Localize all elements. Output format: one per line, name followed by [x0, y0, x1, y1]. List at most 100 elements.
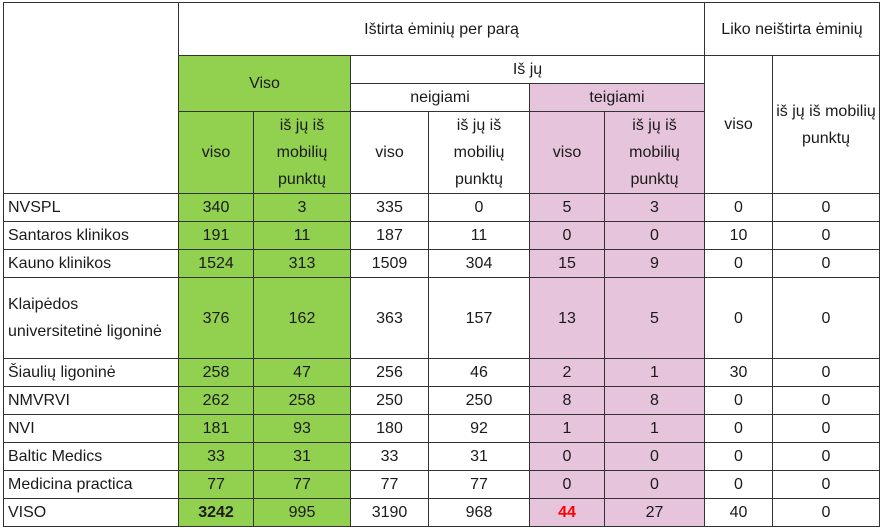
table-row: VISO 3242 995 3190 968 44 27 40 0 [3, 498, 880, 527]
cell-remaining-mobile: 0 [772, 442, 880, 471]
corner-cell [3, 2, 179, 194]
header-positive-total: viso [529, 111, 605, 194]
cell-remaining-total: 30 [704, 358, 773, 387]
header-positive-mobile: iš jų iš mobilių punktų [604, 111, 705, 194]
institution-name: Kauno klinikos [3, 249, 179, 278]
cell-total-mobile: 995 [253, 498, 351, 527]
cell-positive-mobile: 1 [604, 414, 705, 443]
cell-negative-total: 256 [350, 358, 429, 387]
cell-positive-total: 44 [529, 498, 605, 527]
header-remaining-untested: Liko neištirta ėminių [704, 2, 880, 56]
cell-remaining-total: 0 [704, 414, 773, 443]
cell-negative-mobile: 250 [428, 386, 530, 415]
cell-negative-mobile: 92 [428, 414, 530, 443]
header-remaining-mobile: iš jų iš mobilių punktų [772, 55, 880, 194]
cell-total-mobile: 162 [253, 277, 351, 359]
cell-total-mobile: 31 [253, 442, 351, 471]
cell-total-total: 258 [178, 358, 254, 387]
cell-negative-mobile: 46 [428, 358, 530, 387]
cell-negative-mobile: 157 [428, 277, 530, 359]
table-row: Klaipėdos universitetinė ligoninė 376 162 3… [3, 277, 880, 359]
cell-remaining-mobile: 0 [772, 249, 880, 278]
cell-positive-total: 1 [529, 414, 605, 443]
cell-remaining-total: 40 [704, 498, 773, 527]
header-remaining-total: viso [704, 55, 773, 194]
cell-positive-total: 8 [529, 386, 605, 415]
cell-total-mobile: 3 [253, 193, 351, 222]
header-negative-mobile: iš jų iš mobilių punktų [428, 111, 530, 194]
cell-positive-mobile: 3 [604, 193, 705, 222]
cell-positive-mobile: 5 [604, 277, 705, 359]
cell-remaining-mobile: 0 [772, 358, 880, 387]
cell-negative-mobile: 31 [428, 442, 530, 471]
institution-name: NVI [3, 414, 179, 443]
header-of-which: Iš jų [350, 55, 705, 84]
cell-negative-mobile: 11 [428, 221, 530, 250]
header-total-total: viso [178, 111, 254, 194]
cell-remaining-total: 0 [704, 249, 773, 278]
cell-positive-mobile: 0 [604, 221, 705, 250]
header-negative: neigiami [350, 83, 530, 112]
cell-positive-total: 13 [529, 277, 605, 359]
header-total: Viso [178, 55, 351, 112]
cell-total-total: 3242 [178, 498, 254, 527]
institution-name: Baltic Medics [3, 442, 179, 471]
cell-positive-mobile: 1 [604, 358, 705, 387]
cell-negative-total: 335 [350, 193, 429, 222]
institution-name: Santaros klinikos [3, 221, 179, 250]
table-row: NVSPL 340 3 335 0 5 3 0 0 [3, 193, 880, 222]
cell-negative-total: 77 [350, 470, 429, 499]
cell-positive-total: 5 [529, 193, 605, 222]
header-negative-total: viso [350, 111, 429, 194]
table-row: Santaros klinikos 191 11 187 11 0 0 10 0 [3, 221, 880, 250]
cell-negative-total: 250 [350, 386, 429, 415]
cell-remaining-mobile: 0 [772, 414, 880, 443]
cell-remaining-mobile: 0 [772, 277, 880, 359]
institution-name: Medicina practica [3, 470, 179, 499]
cell-positive-mobile: 9 [604, 249, 705, 278]
cell-total-total: 33 [178, 442, 254, 471]
cell-positive-mobile: 0 [604, 442, 705, 471]
institution-name: Klaipėdos universitetinė ligoninė [3, 277, 179, 359]
header-total-mobile: iš jų iš mobilių punktų [253, 111, 351, 194]
institution-name: NVSPL [3, 193, 179, 222]
cell-negative-total: 33 [350, 442, 429, 471]
cell-positive-mobile: 0 [604, 470, 705, 499]
cell-total-mobile: 258 [253, 386, 351, 415]
cell-negative-total: 180 [350, 414, 429, 443]
cell-remaining-mobile: 0 [772, 193, 880, 222]
table-row: Medicina practica 77 77 77 77 0 0 0 0 [3, 470, 880, 499]
cell-negative-total: 187 [350, 221, 429, 250]
cell-negative-total: 3190 [350, 498, 429, 527]
cell-positive-total: 0 [529, 470, 605, 499]
cell-negative-mobile: 968 [428, 498, 530, 527]
testing-results-table: Ištirta ėminių per parą Liko neištirta ė… [3, 2, 880, 527]
cell-remaining-total: 0 [704, 386, 773, 415]
cell-total-mobile: 313 [253, 249, 351, 278]
cell-total-total: 181 [178, 414, 254, 443]
cell-positive-total: 15 [529, 249, 605, 278]
table-row: Kauno klinikos 1524 313 1509 304 15 9 0 0 [3, 249, 880, 278]
cell-total-total: 340 [178, 193, 254, 222]
cell-negative-total: 363 [350, 277, 429, 359]
cell-total-mobile: 11 [253, 221, 351, 250]
cell-total-total: 77 [178, 470, 254, 499]
cell-positive-total: 0 [529, 221, 605, 250]
table-row: NVI 181 93 180 92 1 1 0 0 [3, 414, 880, 443]
cell-remaining-total: 0 [704, 277, 773, 359]
cell-negative-mobile: 304 [428, 249, 530, 278]
cell-remaining-total: 0 [704, 470, 773, 499]
cell-remaining-total: 0 [704, 442, 773, 471]
cell-negative-total: 1509 [350, 249, 429, 278]
table-row: Baltic Medics 33 31 33 31 0 0 0 0 [3, 442, 880, 471]
table-row: Šiaulių ligoninė 258 47 256 46 2 1 30 0 [3, 358, 880, 387]
cell-negative-mobile: 0 [428, 193, 530, 222]
cell-total-total: 262 [178, 386, 254, 415]
table-row: NMVRVI 262 258 250 250 8 8 0 0 [3, 386, 880, 415]
cell-remaining-mobile: 0 [772, 498, 880, 527]
cell-total-mobile: 77 [253, 470, 351, 499]
cell-total-total: 376 [178, 277, 254, 359]
cell-total-total: 191 [178, 221, 254, 250]
institution-name: NMVRVI [3, 386, 179, 415]
cell-remaining-mobile: 0 [772, 470, 880, 499]
